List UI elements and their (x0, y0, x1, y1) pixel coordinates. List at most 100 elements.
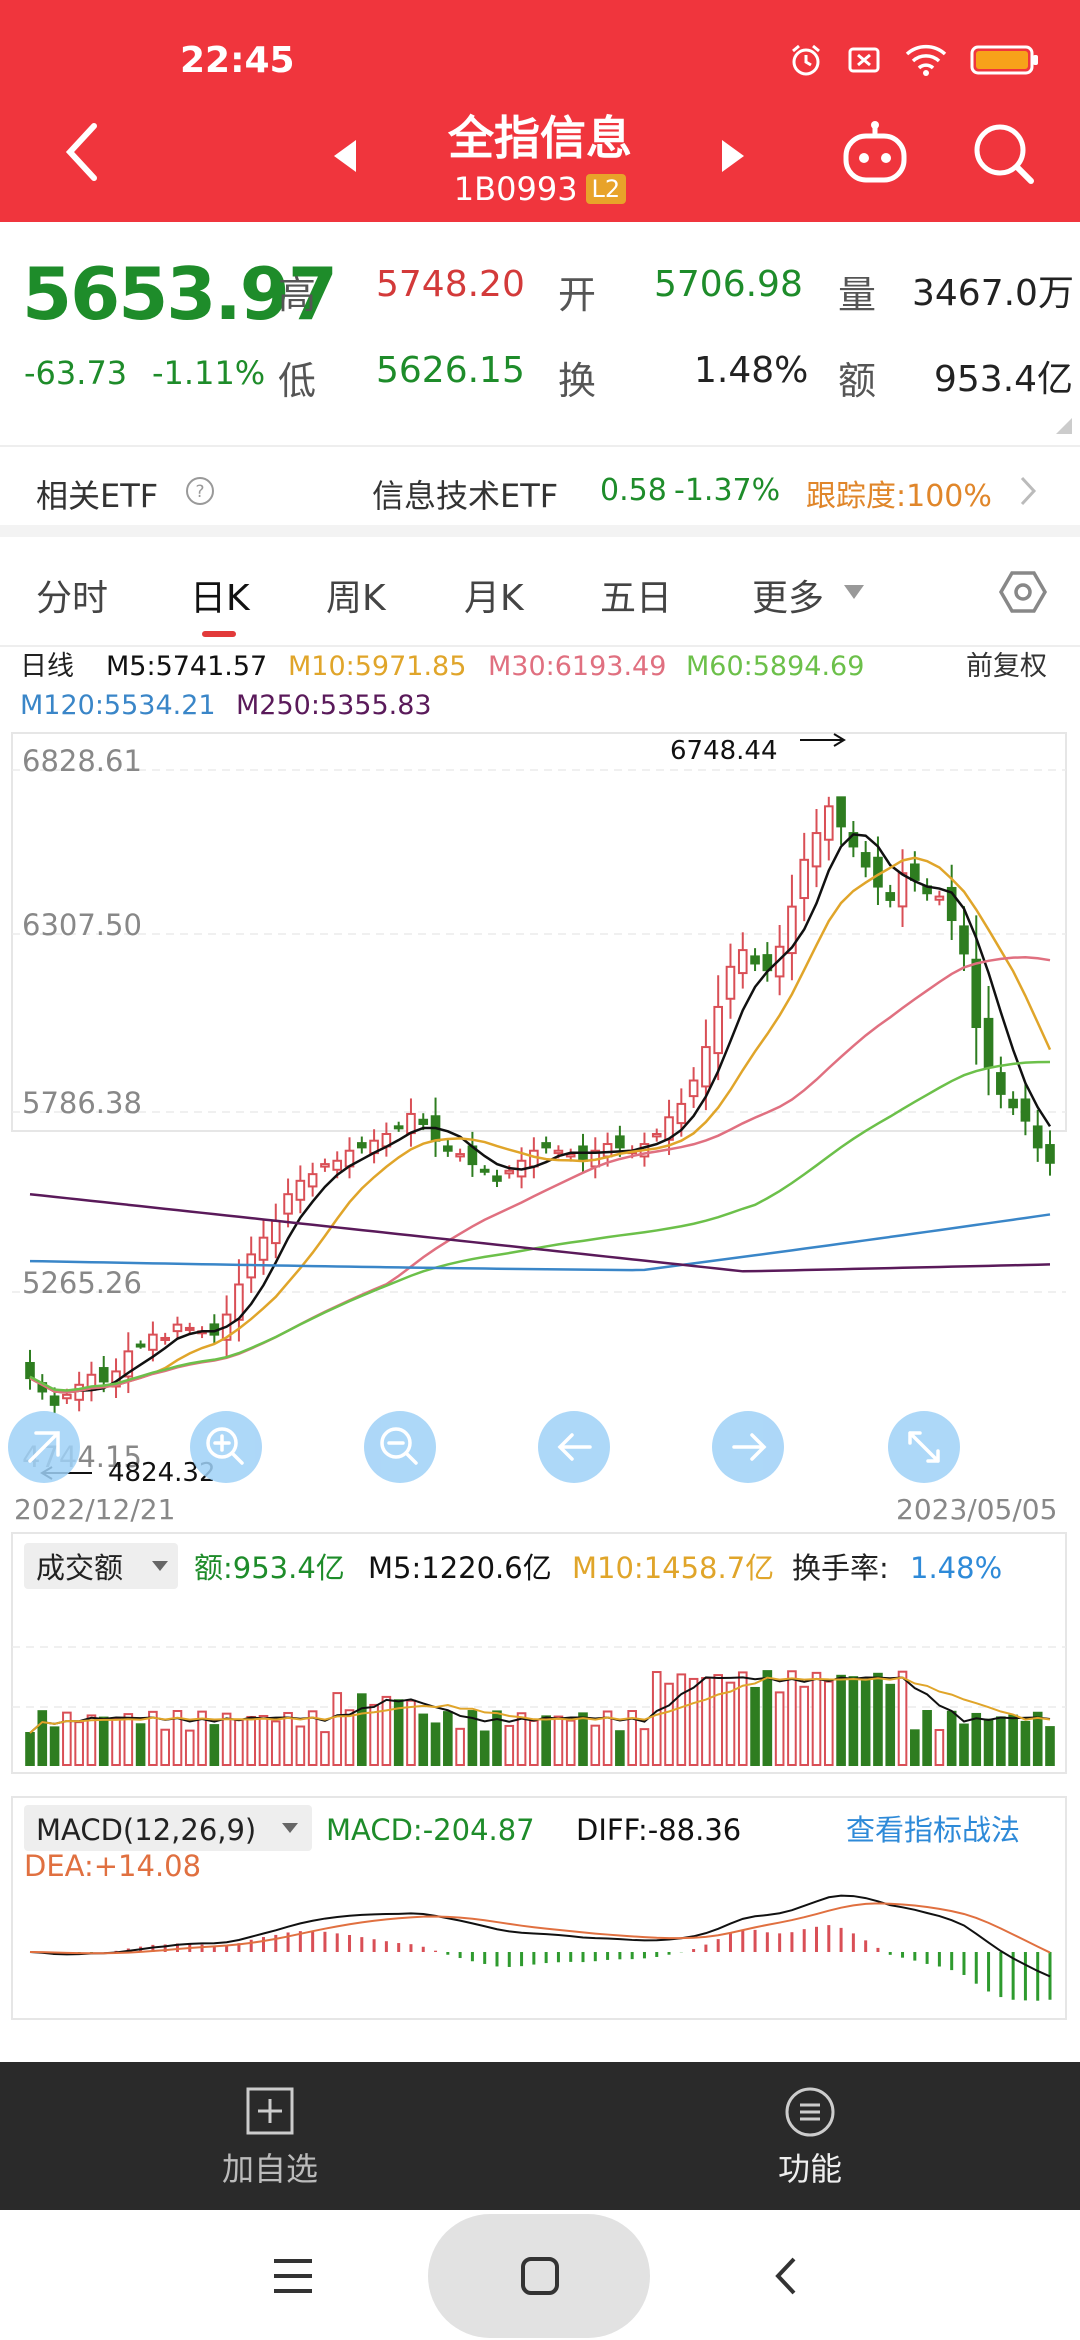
tab-five-day[interactable]: 五日 (600, 578, 673, 619)
macd-selector[interactable] (24, 1805, 312, 1851)
volume-bar (197, 1710, 207, 1767)
candle-body (455, 1153, 465, 1158)
volume-ma10-line (29, 1676, 1051, 1734)
tab-more[interactable]: 更多 (752, 578, 825, 619)
price-change-pct: -1.11% (152, 354, 266, 392)
indicator-strategy-link[interactable]: 查看指标战法 (846, 1813, 1020, 1847)
open-value: 5706.98 (654, 264, 803, 305)
tab-intraday[interactable]: 分时 (36, 578, 109, 619)
function-label: 功能 (777, 2150, 842, 2188)
bottom-action-bar: 加自选 功能 (0, 2062, 1080, 2210)
prev-stock-icon[interactable] (330, 138, 360, 174)
turnover-rate-value: 1.48% (910, 1551, 1002, 1585)
candle-body (1020, 1098, 1031, 1122)
back-icon[interactable] (62, 120, 102, 184)
settings-hexagon-icon[interactable] (998, 567, 1048, 617)
candle-body (725, 965, 736, 1000)
volume-bar (725, 1681, 736, 1767)
candle-body (320, 1163, 330, 1168)
stock-code-line: 1B0993 L2 (0, 170, 1080, 208)
volume-gridlines (12, 1646, 1066, 1708)
volume-bar (873, 1672, 883, 1766)
candle-body (283, 1193, 293, 1215)
chevron-right-icon[interactable] (1018, 475, 1038, 507)
candle-body (565, 1153, 576, 1158)
macd-histogram-and-lines (29, 1894, 1052, 2001)
tab-monthly-k[interactable]: 月K (464, 578, 524, 619)
active-tab-indicator (202, 631, 236, 637)
volume-bar (946, 1710, 957, 1767)
volume-bar (811, 1671, 822, 1767)
candlestick-series (25, 796, 1055, 1414)
help-icon[interactable]: ? (184, 475, 216, 507)
volume-bar (639, 1728, 650, 1767)
candle-body (676, 1102, 687, 1125)
volume-bar (123, 1713, 134, 1766)
candle-body (504, 1169, 515, 1175)
volume-bar (885, 1683, 896, 1766)
volume-bar (320, 1731, 330, 1766)
next-stock-icon[interactable] (718, 138, 748, 174)
candle-body (823, 805, 834, 841)
zoom-in-icon[interactable] (190, 1411, 262, 1483)
kline-chart[interactable]: 日线 M5:5741.57 M10:5971.85 M30:6193.49 M6… (0, 647, 1080, 2057)
volume-bar (934, 1729, 945, 1767)
candle-body (479, 1168, 490, 1173)
quote-panel: 5653.97 -63.73 -1.11% 高 5748.20 低 5626.1… (0, 222, 1080, 447)
volume-bar (356, 1693, 367, 1766)
volume-bar (160, 1728, 170, 1767)
candle-body (651, 1133, 662, 1138)
add-watchlist-button[interactable]: 加自选 (200, 2086, 340, 2196)
expand-corner-icon[interactable] (1056, 418, 1072, 434)
etf-label: 相关ETF (36, 477, 159, 515)
tab-daily-k[interactable]: 日K (190, 578, 250, 619)
candle-body (996, 1072, 1006, 1095)
home-button[interactable] (428, 2214, 650, 2338)
candle-body (983, 1017, 994, 1069)
volume-bar (553, 1715, 564, 1767)
robot-assistant-icon[interactable] (840, 120, 910, 186)
kline-gridlines (12, 769, 1066, 1293)
candle-body (713, 1005, 724, 1055)
ma30-label: M30:6193.49 (488, 651, 666, 682)
diff-value: DIFF:-88.36 (576, 1813, 741, 1847)
low-value: 5626.15 (376, 350, 525, 391)
etf-name: 信息技术ETF (372, 477, 559, 515)
ma10-label: M10:5971.85 (288, 651, 466, 682)
candle-body (307, 1173, 318, 1188)
y-tick-3: 5786.38 (22, 1086, 142, 1120)
caret-down-icon (844, 585, 864, 599)
kline-plot-frame (11, 732, 1067, 1132)
tab-weekly-k[interactable]: 周K (326, 578, 386, 619)
candle-body (492, 1175, 502, 1182)
recent-apps-icon[interactable] (272, 2258, 314, 2294)
volume-bar (836, 1674, 846, 1767)
candle-body (787, 905, 797, 955)
candle-body (799, 858, 810, 900)
volume-bar (615, 1730, 625, 1766)
svg-text:?: ? (195, 482, 204, 502)
search-icon[interactable] (970, 120, 1036, 186)
volume-bar (922, 1710, 932, 1767)
adjust-mode[interactable]: 前复权 (966, 651, 1047, 682)
related-etf-row[interactable]: 相关ETF ? 信息技术ETF 0.58 -1.37% 跟踪度:100% (0, 447, 1080, 537)
candle-body (750, 955, 760, 965)
macd-panel-frame (11, 1796, 1067, 2020)
ma250-label: M250:5355.83 (236, 690, 432, 721)
volume-bar (701, 1677, 711, 1766)
volume-bar (516, 1712, 527, 1767)
candle-body (897, 872, 908, 908)
volume-bar (135, 1723, 146, 1767)
plus-square-icon (246, 2087, 294, 2135)
turnover-value: 1.48% (694, 350, 809, 391)
function-button[interactable]: 功能 (740, 2086, 880, 2196)
volume-bar (1020, 1720, 1031, 1767)
zoom-out-icon[interactable] (364, 1411, 436, 1483)
candle-body (443, 1145, 453, 1152)
volume-bar (49, 1726, 60, 1766)
date-end: 2023/05/05 (896, 1493, 1057, 1526)
volume-selector[interactable] (24, 1543, 178, 1589)
ma60-label: M60:5894.69 (686, 651, 864, 682)
volume-bar (799, 1685, 810, 1767)
back-nav-icon[interactable] (774, 2256, 798, 2296)
